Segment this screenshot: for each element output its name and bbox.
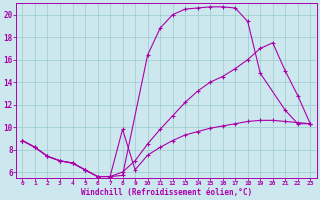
X-axis label: Windchill (Refroidissement éolien,°C): Windchill (Refroidissement éolien,°C) <box>81 188 252 197</box>
